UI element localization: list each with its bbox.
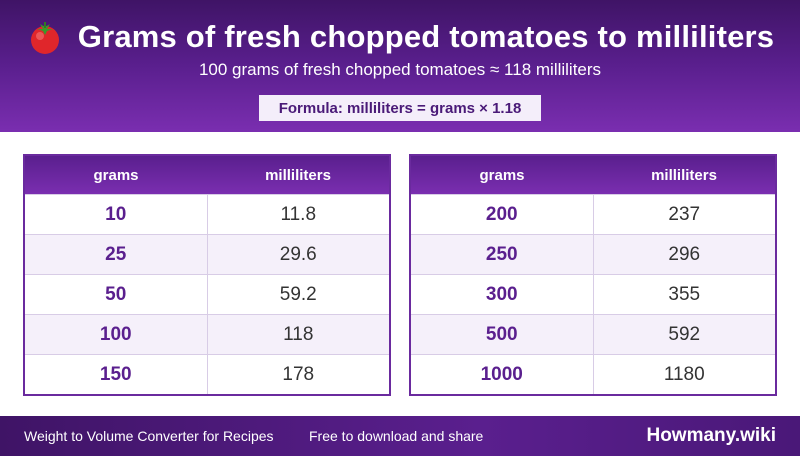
grams-cell: 100 <box>25 315 208 354</box>
milliliters-cell: 296 <box>668 243 701 265</box>
grams-cell: 250 <box>411 235 594 274</box>
column-header-milliliters: milliliters <box>265 166 331 184</box>
table-row: 150 178 <box>25 354 389 394</box>
footer-bar: Weight to Volume Converter for Recipes F… <box>0 416 800 456</box>
table-header: grams milliliters <box>411 156 775 194</box>
table-row: 25 29.6 <box>25 234 389 274</box>
table-row: 50 59.2 <box>25 274 389 314</box>
brand-link[interactable]: Howmany.wiki <box>646 425 776 446</box>
milliliters-cell: 355 <box>668 283 701 305</box>
table-row: 300 355 <box>411 274 775 314</box>
table-row: 500 592 <box>411 314 775 354</box>
table-row: 250 296 <box>411 234 775 274</box>
milliliters-cell: 237 <box>668 203 701 225</box>
tomato-icon <box>26 18 64 56</box>
title-row: Grams of fresh chopped tomatoes to milli… <box>0 14 800 60</box>
table-row: 1000 1180 <box>411 354 775 394</box>
grams-cell: 500 <box>411 315 594 354</box>
footer-caption: Weight to Volume Converter for Recipes <box>24 428 274 444</box>
header-banner: Grams of fresh chopped tomatoes to milli… <box>0 0 800 132</box>
grams-cell: 50 <box>25 275 208 314</box>
milliliters-cell: 592 <box>668 323 701 345</box>
milliliters-cell: 1180 <box>663 363 705 385</box>
conversion-table-right: grams milliliters 200 237 250 296 300 35… <box>409 154 777 396</box>
grams-cell: 200 <box>411 195 594 234</box>
milliliters-cell: 59.2 <box>279 283 317 305</box>
column-header-grams: grams <box>479 166 525 184</box>
footer-note: Free to download and share <box>309 428 484 444</box>
page-title: Grams of fresh chopped tomatoes to milli… <box>77 19 775 54</box>
grams-cell: 150 <box>25 355 208 394</box>
table-row: 10 11.8 <box>25 194 389 234</box>
formula-box: Formula: milliliters = grams × 1.18 <box>259 95 541 121</box>
grams-cell: 10 <box>25 195 208 234</box>
milliliters-cell: 11.8 <box>280 203 317 225</box>
column-header-grams: grams <box>93 166 139 184</box>
milliliters-cell: 178 <box>282 363 315 385</box>
table-row: 200 237 <box>411 194 775 234</box>
table-row: 100 118 <box>25 314 389 354</box>
page-subtitle: 100 grams of fresh chopped tomatoes ≈ 11… <box>198 60 602 79</box>
conversion-table-left: grams milliliters 10 11.8 25 29.6 50 59.… <box>23 154 391 396</box>
grams-cell: 300 <box>411 275 594 314</box>
column-header-milliliters: milliliters <box>651 166 717 184</box>
milliliters-cell: 118 <box>283 323 314 345</box>
grams-cell: 1000 <box>411 355 594 394</box>
table-header: grams milliliters <box>25 156 389 194</box>
milliliters-cell: 29.6 <box>279 243 317 265</box>
grams-cell: 25 <box>25 235 208 274</box>
